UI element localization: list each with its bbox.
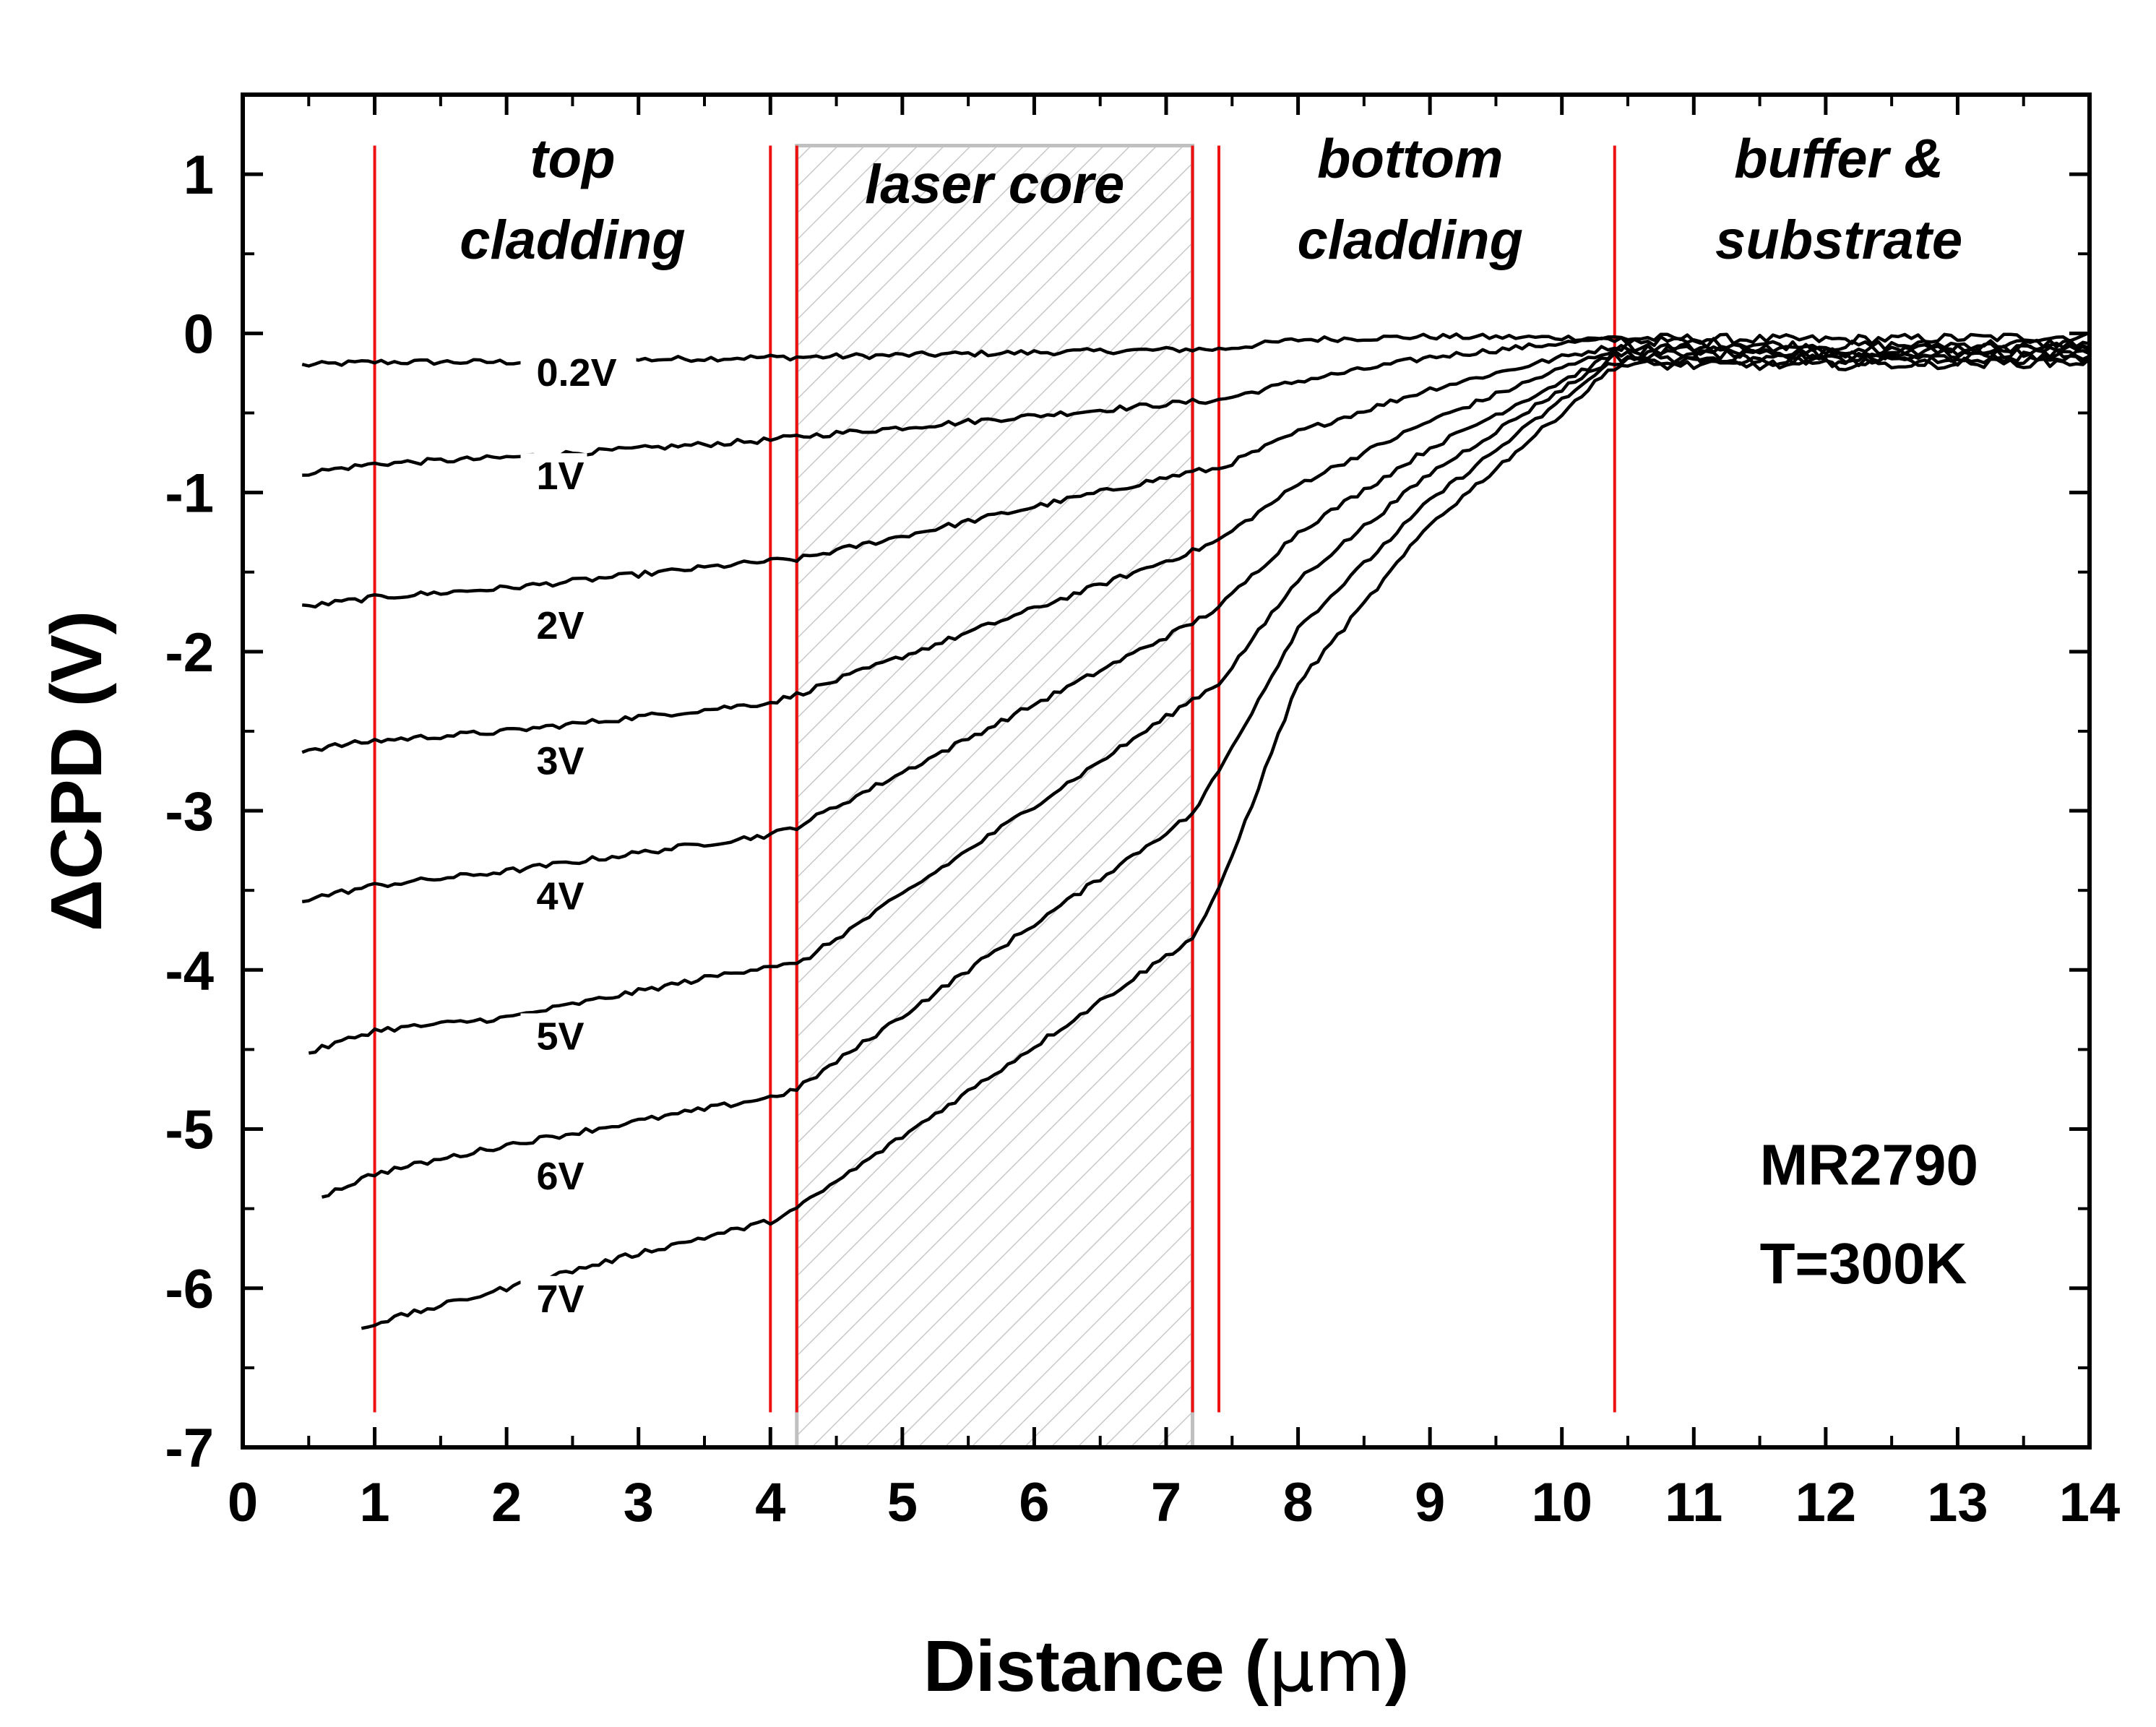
x-tick-label: 12 bbox=[1795, 1472, 1857, 1533]
x-tick-label: 2 bbox=[491, 1472, 522, 1533]
curve-label-4V: 4V bbox=[537, 875, 585, 918]
y-tick-label: -4 bbox=[165, 940, 214, 1002]
curve-label-backdrop bbox=[520, 603, 587, 650]
curve-label-3V: 3V bbox=[537, 739, 585, 783]
curve-label-backdrop bbox=[520, 350, 637, 397]
region-label-line: top bbox=[530, 129, 615, 190]
curve-label-backdrop bbox=[520, 1153, 587, 1200]
curve-label-1V: 1V bbox=[537, 455, 585, 498]
x-tick-label: 14 bbox=[2059, 1472, 2121, 1533]
y-axis-title: ΔCPD (V) bbox=[36, 611, 117, 931]
x-tick-label: 13 bbox=[1927, 1472, 1988, 1533]
x-axis-title: Distance (μm) bbox=[923, 1624, 1409, 1708]
x-tick-label: 8 bbox=[1282, 1472, 1313, 1533]
y-tick-label: -2 bbox=[165, 622, 214, 684]
x-tick-label: 11 bbox=[1665, 1472, 1722, 1533]
curve-label-backdrop bbox=[520, 453, 587, 500]
curve-label-backdrop bbox=[520, 1275, 587, 1322]
temperature-label: T=300K bbox=[1760, 1231, 1967, 1296]
curve-label-backdrop bbox=[520, 1013, 587, 1060]
cpd-curves bbox=[301, 331, 2091, 1330]
laser-core-hatched-region bbox=[795, 143, 1195, 1450]
curve-label-2V: 2V bbox=[537, 604, 585, 647]
y-tick-label: -7 bbox=[165, 1418, 214, 1479]
bias-voltage-labels: 0.2V 1V 2V 3V 4V 5V 6V 7V bbox=[520, 350, 637, 1322]
region-labels: top cladding laser core bottom cladding buffe… bbox=[460, 129, 1962, 271]
x-tick-label: 0 bbox=[228, 1472, 258, 1533]
curve-label-backdrop bbox=[520, 738, 587, 785]
region-label-line: substrate bbox=[1715, 210, 1962, 271]
curve-label-backdrop bbox=[520, 873, 587, 920]
cpd-curve-2V bbox=[301, 340, 2090, 609]
x-tick-label: 3 bbox=[624, 1472, 654, 1533]
curve-label-5V: 5V bbox=[537, 1015, 585, 1058]
region-label-line: cladding bbox=[1298, 210, 1523, 271]
curve-label-7V: 7V bbox=[537, 1278, 585, 1321]
cpd-curve-1V bbox=[302, 335, 2090, 477]
x-tick-label: 7 bbox=[1151, 1472, 1181, 1533]
axis-ticks bbox=[241, 93, 2092, 1450]
y-tick-label: -3 bbox=[165, 781, 214, 843]
x-tick-label: 4 bbox=[755, 1472, 785, 1533]
x-tick-label: 10 bbox=[1531, 1472, 1592, 1533]
x-axis-tick-labels: 0 1 2 3 4 5 6 7 8 9 10 11 12 13 14 bbox=[228, 1472, 2120, 1533]
cpd-curve-6V bbox=[321, 354, 2091, 1199]
y-axis-tick-labels: 1 0 -1 -2 -3 -4 -5 -6 -7 bbox=[165, 145, 214, 1479]
region-label-line: laser core bbox=[865, 154, 1124, 215]
region-label-line: buffer & bbox=[1734, 129, 1944, 190]
y-tick-label: 0 bbox=[184, 303, 214, 365]
cpd-curve-7V bbox=[361, 356, 2091, 1330]
region-label-line: cladding bbox=[460, 210, 685, 271]
cpd-curve-3V bbox=[301, 343, 2091, 754]
curve-label-6V: 6V bbox=[537, 1155, 585, 1198]
curve-label-0.2V: 0.2V bbox=[537, 351, 617, 395]
y-tick-label: -1 bbox=[165, 463, 214, 525]
region-label-line: bottom bbox=[1317, 129, 1503, 190]
y-tick-label: -6 bbox=[165, 1259, 214, 1320]
sample-id-label: MR2790 bbox=[1760, 1133, 1978, 1197]
x-tick-label: 1 bbox=[359, 1472, 389, 1533]
x-tick-label: 6 bbox=[1019, 1472, 1049, 1533]
y-tick-label: 1 bbox=[184, 145, 214, 206]
x-tick-label: 5 bbox=[887, 1472, 918, 1533]
y-tick-label: -5 bbox=[165, 1100, 214, 1161]
x-tick-label: 9 bbox=[1415, 1472, 1445, 1533]
